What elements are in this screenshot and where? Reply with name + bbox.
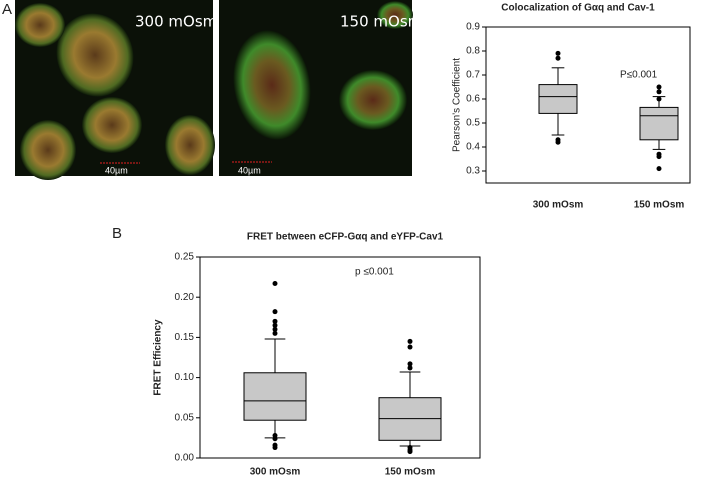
y-axis-label: Pearson's Coefficient [452,58,463,152]
outlier [272,436,278,442]
outlier [407,449,413,455]
outlier [272,326,278,332]
y-tick-label: 0.9 [466,22,480,33]
x-tick-label: 150 mOsm [385,467,436,478]
outlier [555,55,561,61]
outlier [272,322,278,328]
outlier [272,281,278,287]
y-tick-label: 0.8 [466,46,480,57]
panel-label: B [112,225,122,242]
outlier [407,338,413,344]
outlier [272,309,278,315]
annotation: p ≤0.001 [355,267,394,278]
y-tick-label: 0.20 [175,292,195,303]
panel-label: A [2,1,12,18]
outlier [555,139,561,145]
y-tick-label: 0.5 [466,118,480,129]
x-tick-label: 300 mOsm [250,467,301,478]
outlier [272,318,278,324]
box [538,84,578,114]
y-tick-label: 0.3 [466,166,480,177]
y-tick-label: 0.15 [175,332,195,343]
outlier [656,154,662,160]
outlier [656,84,662,90]
y-tick-label: 0.6 [466,94,480,105]
y-tick-label: 0.10 [175,372,195,383]
annotation: P≤0.001 [620,70,658,81]
chart-title: Colocalization of Gαq and Cav-1 [501,3,655,14]
y-axis-label: FRET Efficiency [153,319,164,396]
micrograph: 300 mOsm 40µm [15,0,217,180]
outlier [656,166,662,172]
y-tick-label: 0.7 [466,70,480,81]
scale-bar-label: 40µm [238,165,261,175]
x-tick-label: 150 mOsm [634,200,685,211]
scale-bar-label: 40µm [105,165,128,175]
plot-frame [199,256,481,459]
x-tick-label: 300 mOsm [533,200,584,211]
y-tick-label: 0.05 [175,412,195,423]
y-tick-label: 0.4 [466,142,480,153]
image-label: 300 mOsm [135,13,217,31]
outlier [407,344,413,350]
micrograph: 150 mOsm 40µm [219,0,422,176]
plot-frame [485,26,691,184]
outlier [407,365,413,371]
box [243,372,307,421]
chart-title: FRET between eCFP-Gαq and eYFP-Cav1 [247,232,444,243]
outlier [656,89,662,95]
outlier [555,50,561,56]
image-label: 150 mOsm [340,13,422,31]
outlier [407,361,413,367]
y-tick-label: 0.00 [175,453,195,464]
outlier [656,96,662,102]
box [639,106,679,141]
outlier [272,330,278,336]
y-tick-label: 0.25 [175,252,195,263]
outlier [272,445,278,451]
